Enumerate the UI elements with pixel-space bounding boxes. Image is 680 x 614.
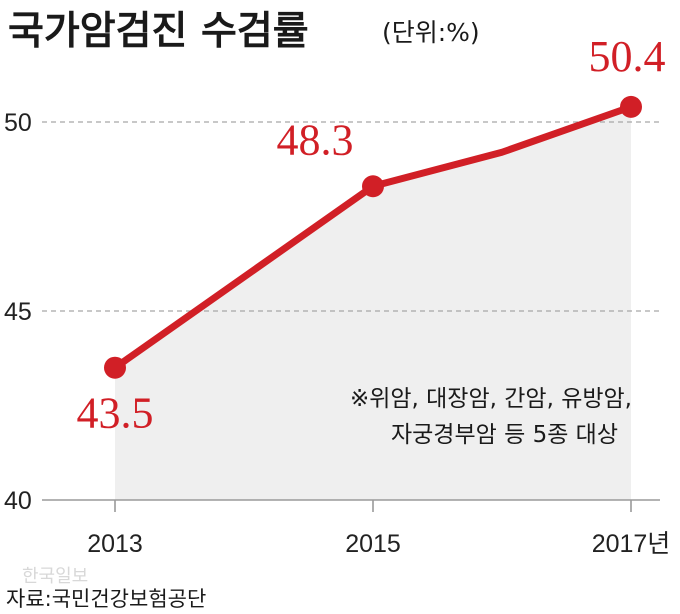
series-line (111, 103, 635, 372)
x-tick-label-2017: 2017년 (592, 530, 671, 558)
gridlines: 40 45 50 (4, 109, 660, 515)
note-line-1: ※위암, 대장암, 간암, 유방암, (350, 386, 632, 412)
x-tick-label-2013: 2013 (87, 530, 143, 558)
chart-title: 국가암검진 수검률 (8, 9, 309, 54)
area-fill-layer (115, 106, 631, 500)
area-fill (115, 106, 631, 500)
data-point-2015 (362, 175, 384, 198)
series-line-layer (111, 103, 635, 372)
data-point-2013 (104, 356, 126, 379)
data-markers (104, 95, 642, 379)
y-tick-label-40: 40 (4, 487, 32, 515)
y-tick-label-50: 50 (4, 109, 32, 137)
source-note: 자료:국민건강보험공단 (6, 587, 206, 611)
axes: 2013 2015 2017년 (42, 499, 671, 558)
note-line-2: 자궁경부암 등 5종 대상 (391, 422, 618, 448)
y-tick-label-45: 45 (4, 298, 32, 326)
x-tick-label-2015: 2015 (345, 530, 401, 558)
unit-note: (단위:%) (382, 18, 480, 47)
data-label-2015: 48.3 (277, 115, 354, 164)
data-label-2013: 43.5 (77, 389, 154, 438)
data-labels: 43.5 48.3 50.4 (77, 32, 666, 438)
watermark: 한국일보 (22, 566, 88, 587)
data-label-2017: 50.4 (589, 32, 666, 81)
data-point-2017 (620, 95, 642, 118)
